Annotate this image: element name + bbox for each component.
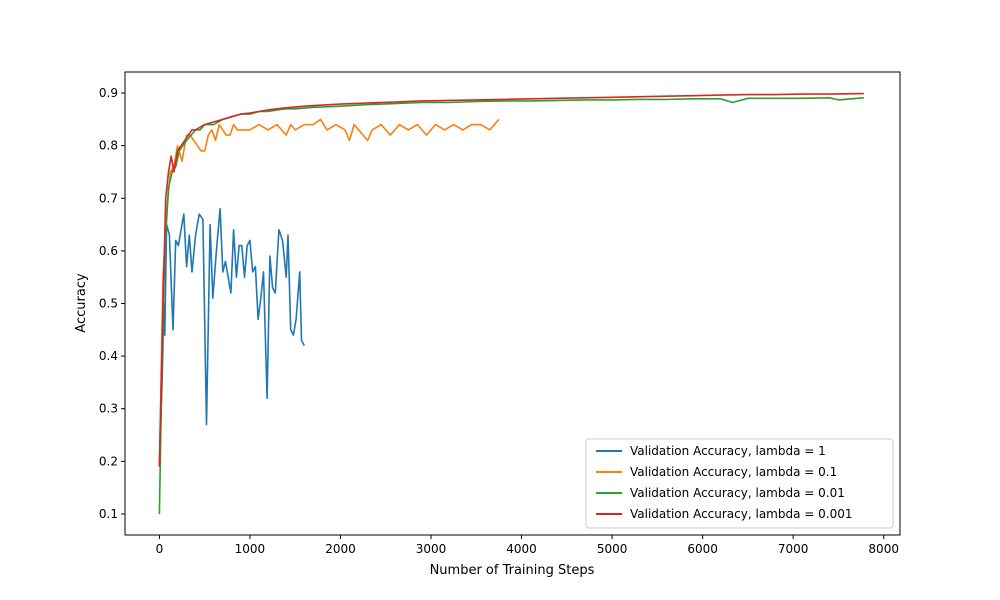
series-line-2 <box>158 97 864 515</box>
legend-box <box>585 438 894 529</box>
x-tick-label: 0 <box>156 542 164 556</box>
legend-label-1: Validation Accuracy, lambda = 0.1 <box>630 465 837 479</box>
y-tick-label: 0.9 <box>99 86 118 100</box>
series-line-1 <box>158 118 500 467</box>
series-line-0 <box>158 208 306 467</box>
y-tick-label: 0.7 <box>99 191 118 205</box>
x-tick-label: 1000 <box>235 542 266 556</box>
x-tick-label: 8000 <box>868 542 899 556</box>
x-tick-label: 3000 <box>416 542 447 556</box>
legend-label-3: Validation Accuracy, lambda = 0.001 <box>630 507 853 521</box>
x-axis-ticks: 0 1000 2000 3000 4000 5000 6000 7000 8000 <box>156 535 899 556</box>
x-tick-label: 7000 <box>778 542 809 556</box>
legend-label-2: Validation Accuracy, lambda = 0.01 <box>630 486 845 500</box>
x-tick-label: 6000 <box>687 542 718 556</box>
x-tick-label: 4000 <box>506 542 537 556</box>
y-tick-label: 0.1 <box>99 507 118 521</box>
x-tick-label: 2000 <box>325 542 356 556</box>
legend: Validation Accuracy, lambda = 1 Validatio… <box>585 438 894 529</box>
y-axis-ticks: 0.1 0.2 0.3 0.4 0.5 0.6 0.7 0.8 0.9 <box>99 86 125 521</box>
y-tick-label: 0.2 <box>99 454 118 468</box>
series-line-3 <box>158 92 864 467</box>
legend-label-0: Validation Accuracy, lambda = 1 <box>630 444 826 458</box>
y-tick-label: 0.4 <box>99 349 118 363</box>
y-tick-label: 0.5 <box>99 297 118 311</box>
x-tick-label: 5000 <box>597 542 628 556</box>
series-layer <box>158 92 864 515</box>
y-axis-label: Accuracy <box>74 273 89 333</box>
legend-entries: Validation Accuracy, lambda = 1 Validatio… <box>596 444 853 521</box>
y-tick-label: 0.6 <box>99 244 118 258</box>
x-axis-label: Number of Training Steps <box>430 563 595 578</box>
plot-area <box>124 71 901 536</box>
y-tick-label: 0.3 <box>99 402 118 416</box>
y-tick-label: 0.8 <box>99 139 118 153</box>
